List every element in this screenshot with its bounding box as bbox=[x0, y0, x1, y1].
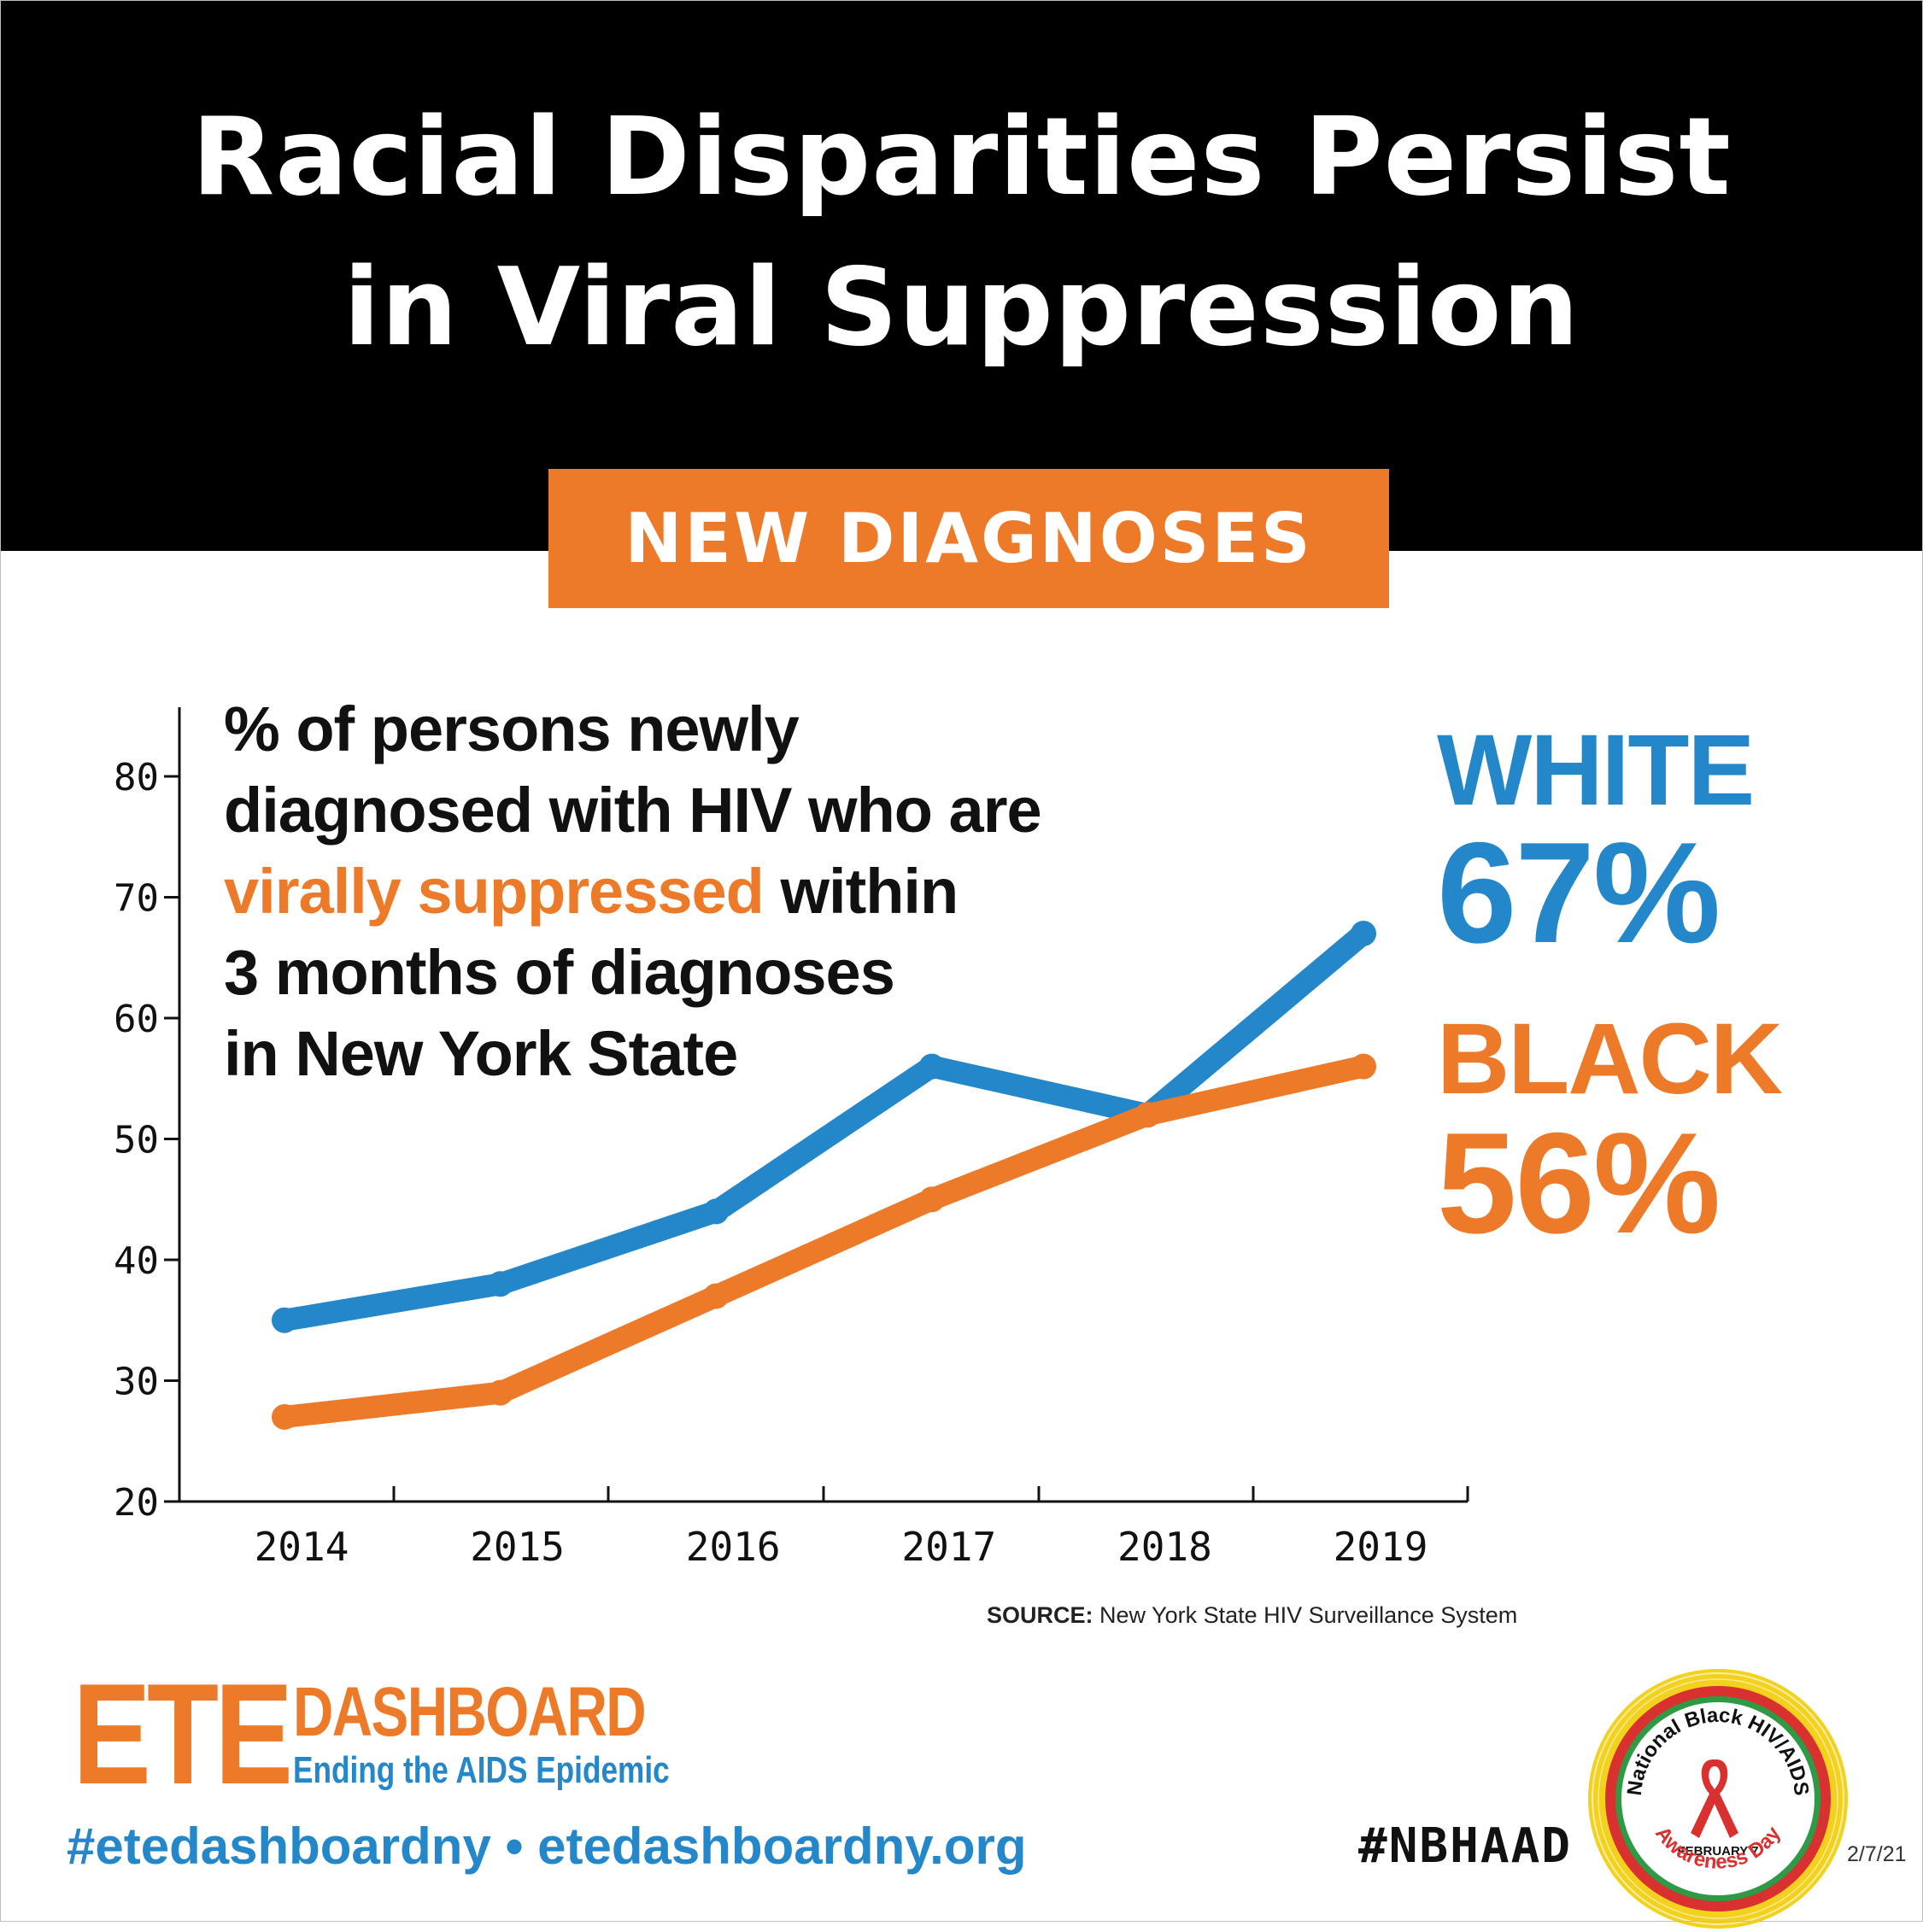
black-series-label: BLACK bbox=[1437, 1003, 1783, 1115]
data-point-black bbox=[272, 1403, 297, 1430]
desc-line-5: in New York State bbox=[224, 1018, 738, 1089]
red-ribbon-icon bbox=[1691, 1759, 1738, 1838]
nbhaad-hashtag: #NBHAAD bbox=[1358, 1818, 1573, 1874]
black-series-value: 56% bbox=[1437, 1103, 1721, 1263]
data-point-black bbox=[918, 1186, 945, 1213]
logo-dashboard: DASHBOARD bbox=[293, 1673, 647, 1751]
x-tick-label: 2019 bbox=[1334, 1524, 1428, 1570]
hashtag-url: #etedashboardny • etedashboardny.org bbox=[67, 1818, 1027, 1875]
series-line-black bbox=[283, 1055, 1366, 1428]
title-line-2: in Viral Suppression bbox=[343, 244, 1580, 370]
logo-right: DASHBOARD Ending the AIDS Epidemic bbox=[293, 1676, 764, 1792]
x-tick-label: 2018 bbox=[1117, 1524, 1212, 1570]
x-tick-label: 2014 bbox=[255, 1524, 349, 1570]
y-tick-label: 70 bbox=[114, 877, 159, 921]
white-series-value: 67% bbox=[1437, 812, 1721, 973]
data-point-white bbox=[1351, 920, 1376, 946]
ete-dashboard-logo: ETE DASHBOARD Ending the AIDS Epidemic bbox=[73, 1654, 764, 1814]
title-line-1: Racial Disparities Persist bbox=[191, 94, 1732, 220]
x-tick-label: 2017 bbox=[901, 1524, 996, 1570]
y-tick-label: 80 bbox=[114, 756, 159, 799]
data-point-white bbox=[272, 1307, 297, 1333]
logo-ete: ETE bbox=[73, 1654, 293, 1814]
desc-line-3: virally suppressed within bbox=[224, 851, 1121, 932]
source-note: SOURCE: New York State HIV Surveillance … bbox=[987, 1602, 1517, 1629]
data-point-white bbox=[703, 1198, 730, 1225]
awareness-day-seal: National Black HIV/AIDS FEBRUARY 7 Aware… bbox=[1588, 1669, 1848, 1929]
x-tick-label: 2016 bbox=[686, 1524, 781, 1570]
header-band bbox=[0, 0, 1923, 551]
data-point-black bbox=[487, 1379, 513, 1406]
y-tick-label: 30 bbox=[114, 1361, 159, 1404]
data-point-black bbox=[703, 1283, 730, 1309]
series-line-white bbox=[282, 924, 1371, 1332]
x-tick-label: 2015 bbox=[470, 1524, 565, 1570]
source-text: New York State HIV Surveillance System bbox=[1093, 1602, 1518, 1628]
section-tag: NEW DIAGNOSES bbox=[548, 469, 1389, 608]
white-series-label: WHITE bbox=[1437, 714, 1755, 827]
data-point-white bbox=[487, 1271, 513, 1297]
data-point-white bbox=[918, 1053, 945, 1080]
seal-mid-text: FEBRUARY 7 bbox=[1677, 1844, 1758, 1859]
y-tick-label: 60 bbox=[114, 998, 159, 1041]
desc-line-3-rest: within bbox=[763, 856, 959, 927]
source-label: SOURCE: bbox=[987, 1602, 1093, 1628]
y-tick-label: 50 bbox=[114, 1119, 159, 1162]
data-point-black bbox=[1134, 1102, 1161, 1128]
desc-line-4: 3 months of diagnoses bbox=[224, 937, 895, 1008]
logo-subtitle: Ending the AIDS Epidemic bbox=[293, 1749, 670, 1791]
chart-description: % of persons newly diagnosed with HIV wh… bbox=[224, 688, 1121, 1094]
desc-highlight: virally suppressed bbox=[224, 856, 765, 927]
y-tick-label: 20 bbox=[114, 1481, 159, 1525]
desc-line-2: diagnosed with HIV who are bbox=[224, 775, 1042, 846]
y-tick-label: 40 bbox=[114, 1239, 159, 1283]
desc-line-1: % of persons newly bbox=[224, 694, 800, 764]
date-stamp: 2/7/21 bbox=[1847, 1842, 1907, 1866]
page-title: Racial Disparities Persist in Viral Supp… bbox=[0, 82, 1923, 383]
data-point-black bbox=[1351, 1053, 1376, 1080]
